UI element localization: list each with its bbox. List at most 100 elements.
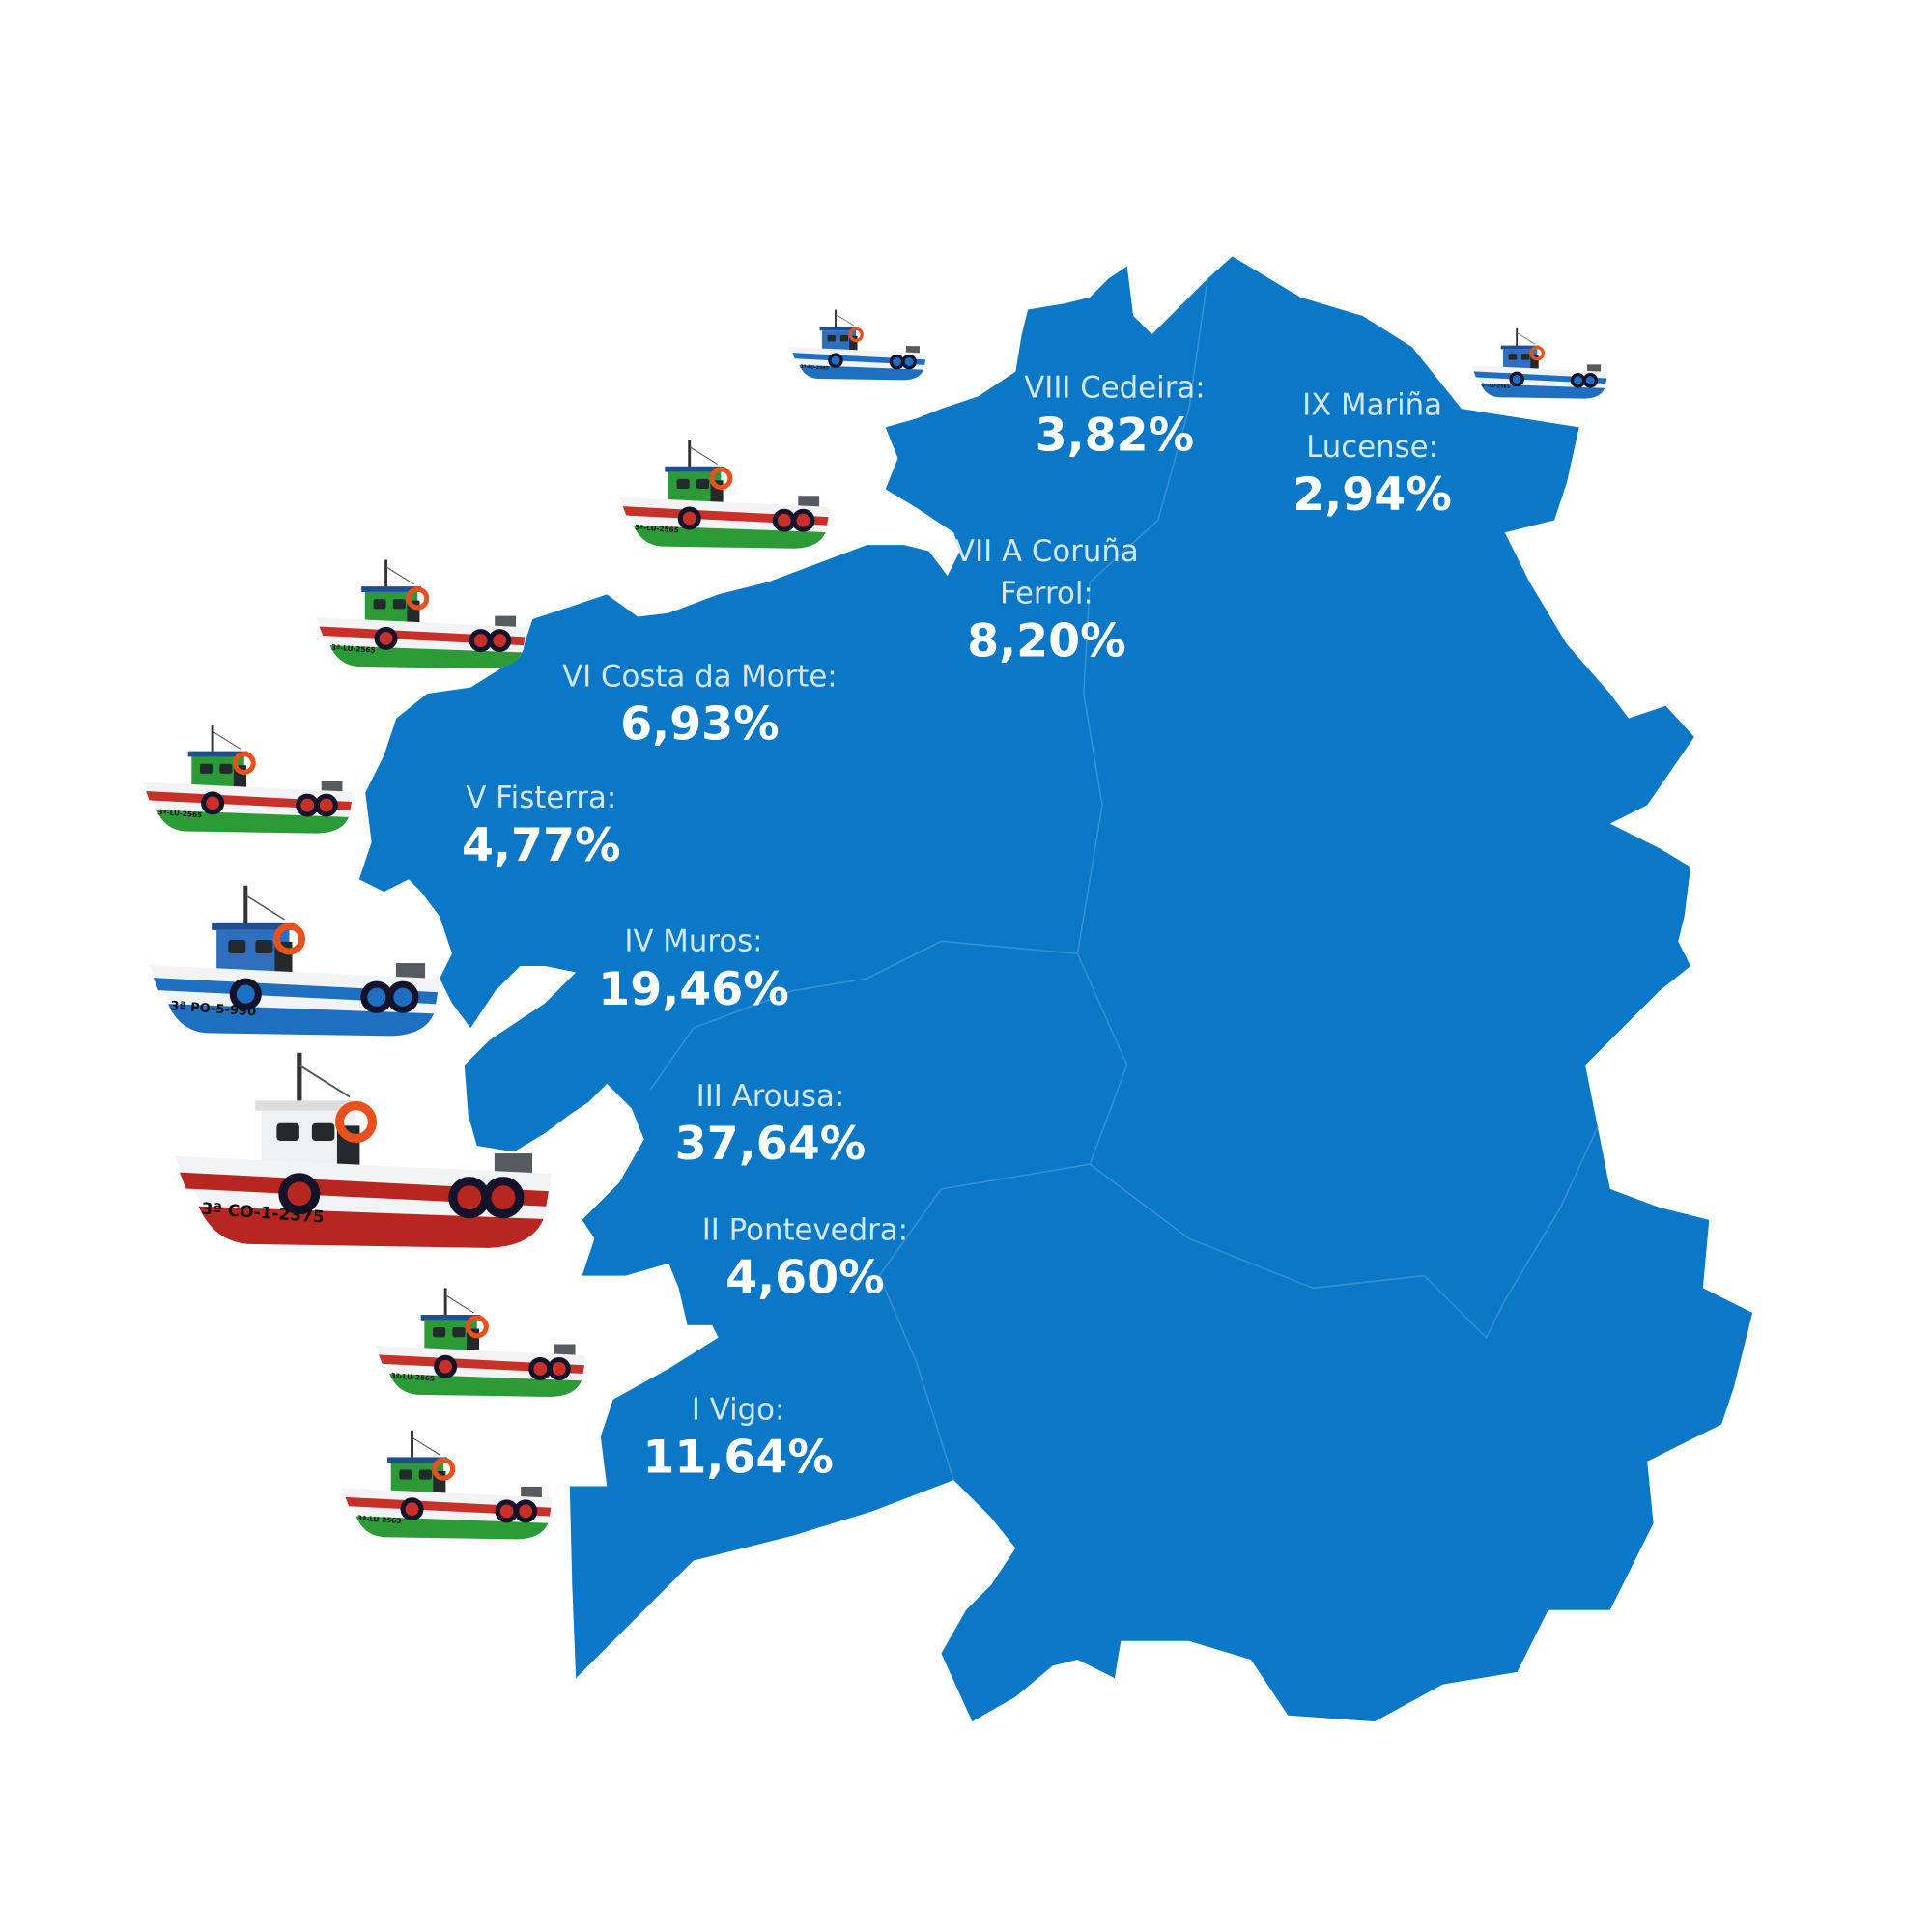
boat-registration: 3ª-LU-2565: [800, 364, 829, 372]
boat-window: [696, 478, 710, 490]
hull-stripe: [355, 1516, 549, 1540]
tire-fender-icon: [791, 508, 815, 532]
hull-stripe: [799, 364, 924, 381]
tire-fender-icon: [1570, 373, 1586, 388]
boat-window: [399, 1469, 412, 1480]
tire-fender-icon: [374, 626, 398, 650]
boat-window: [392, 599, 406, 610]
tire-fender-icon: [1509, 371, 1524, 387]
boat-rigging: [689, 445, 719, 466]
fishing-boat: 3ª CO-1-2375: [173, 1052, 552, 1248]
hull-stripe: [156, 810, 350, 834]
boat-registration: 3ª PO-5-990: [170, 999, 257, 1019]
boat-window: [219, 763, 233, 774]
boat-registration: 3ª-LU-2565: [157, 808, 202, 819]
zone-value: 2,94%: [1293, 468, 1452, 522]
zone-value: 11,64%: [642, 1430, 834, 1484]
boat-roof: [819, 327, 859, 331]
zone-value: 4,60%: [725, 1250, 885, 1305]
zone-label-coruna-ferrol: VII A Coruña Ferrol: 8,20%: [941, 530, 1151, 669]
boat-window: [676, 478, 690, 490]
tire-fender-icon: [386, 980, 419, 1013]
fishing-boat: 3ª-LU-2565: [375, 1288, 586, 1397]
hull-stripe: [389, 1374, 582, 1397]
life-ring-icon: [848, 327, 864, 343]
tire-fender-icon: [201, 791, 225, 815]
zone-name: V Fisterra:: [466, 780, 617, 815]
boat-registration: 3ª-LU-2565: [390, 1371, 435, 1382]
tire-fender-icon: [547, 1356, 571, 1380]
zone-label-fisterra: V Fisterra: 4,77%: [462, 777, 621, 873]
boat-roof: [420, 1314, 481, 1321]
boat-registration: 3ª-LU-2565: [331, 643, 376, 655]
boat-roof: [212, 922, 295, 930]
hull-stripe: [329, 645, 523, 669]
boat-rigging: [212, 730, 242, 750]
zone-label-arousa: III Arousa: 37,64%: [675, 1075, 867, 1172]
boat-roof: [665, 466, 725, 472]
boat-rigging: [1516, 332, 1536, 345]
boat-window: [827, 334, 836, 342]
boat-window: [1520, 354, 1530, 360]
tire-fender-icon: [772, 508, 796, 532]
boat-door: [1530, 355, 1539, 372]
zone-borders: [649, 278, 1599, 1481]
tire-fender-icon: [889, 354, 905, 370]
zone-name: IV Muros:: [624, 923, 763, 959]
tire-fender-icon: [400, 1497, 424, 1521]
tire-fender-icon: [278, 1173, 321, 1215]
boat-roof: [255, 1100, 363, 1111]
zone-name: VII A Coruña Ferrol:: [954, 533, 1139, 611]
boat-window: [418, 1469, 432, 1480]
zone-value: 37,64%: [674, 1117, 867, 1171]
fishing-boat: 3ª-LU-2565: [789, 309, 927, 381]
hull-stripe: [198, 1206, 544, 1248]
hull-stripe: [167, 1004, 435, 1037]
zone-name: IX Mariña Lucense:: [1302, 387, 1443, 465]
zone-label-muros: IV Muros: 19,46%: [598, 921, 789, 1017]
boat-rigging: [244, 895, 285, 921]
life-ring-icon: [272, 923, 306, 955]
hull-stripe: [633, 525, 826, 549]
boat-winch: [905, 346, 920, 355]
zone-label-pontevedra: II Pontevedra: 4,60%: [702, 1208, 908, 1305]
zone-label-vigo: I Vigo: 11,64%: [642, 1388, 834, 1485]
boat-rigging: [385, 566, 414, 585]
tire-fender-icon: [488, 629, 512, 653]
tire-fender-icon: [828, 353, 843, 368]
boat-window: [311, 1122, 335, 1142]
tire-fender-icon: [360, 980, 393, 1013]
tire-fender-icon: [514, 1499, 538, 1523]
boat-registration: 3ª-LU-2565: [357, 1514, 402, 1525]
zone-name: III Arousa:: [696, 1078, 845, 1114]
tire-fender-icon: [314, 793, 338, 817]
fishing-boat: 3ª PO-5-990: [148, 885, 440, 1037]
tire-fender-icon: [1582, 373, 1599, 388]
boat-registration: 3ª-LU-2565: [1481, 383, 1510, 390]
zone-value: 6,93%: [620, 696, 780, 751]
zone-name: VIII Cedeira:: [1024, 370, 1206, 406]
zone-label-costa-da-morte: VI Costa da Morte: 6,93%: [562, 655, 838, 752]
boat-window: [228, 939, 246, 954]
boat-window: [255, 939, 273, 954]
boat-rigging: [298, 1064, 351, 1098]
fishing-boat: 3ª-LU-2565: [341, 1430, 553, 1540]
boat-window: [1508, 354, 1518, 360]
boat-registration: 3ª-LU-2565: [635, 523, 679, 534]
life-ring-icon: [406, 586, 430, 611]
hull-stripe: [1480, 384, 1605, 399]
zone-label-marina-lucense: IX Mariña Lucense: 2,94%: [1292, 384, 1453, 523]
zone-label-cedeira: VIII Cedeira: 3,82%: [1024, 367, 1205, 464]
zone-value: 3,82%: [1035, 409, 1195, 463]
tire-fender-icon: [434, 1354, 458, 1378]
fishing-boat: 3ª-LU-2565: [1471, 327, 1608, 399]
boat-window: [452, 1327, 466, 1338]
life-ring-icon: [1529, 345, 1546, 361]
boat-window: [276, 1122, 299, 1142]
zone-name: I Vigo:: [691, 1392, 785, 1427]
boat-roof: [1500, 345, 1540, 350]
boat-roof: [361, 586, 421, 592]
